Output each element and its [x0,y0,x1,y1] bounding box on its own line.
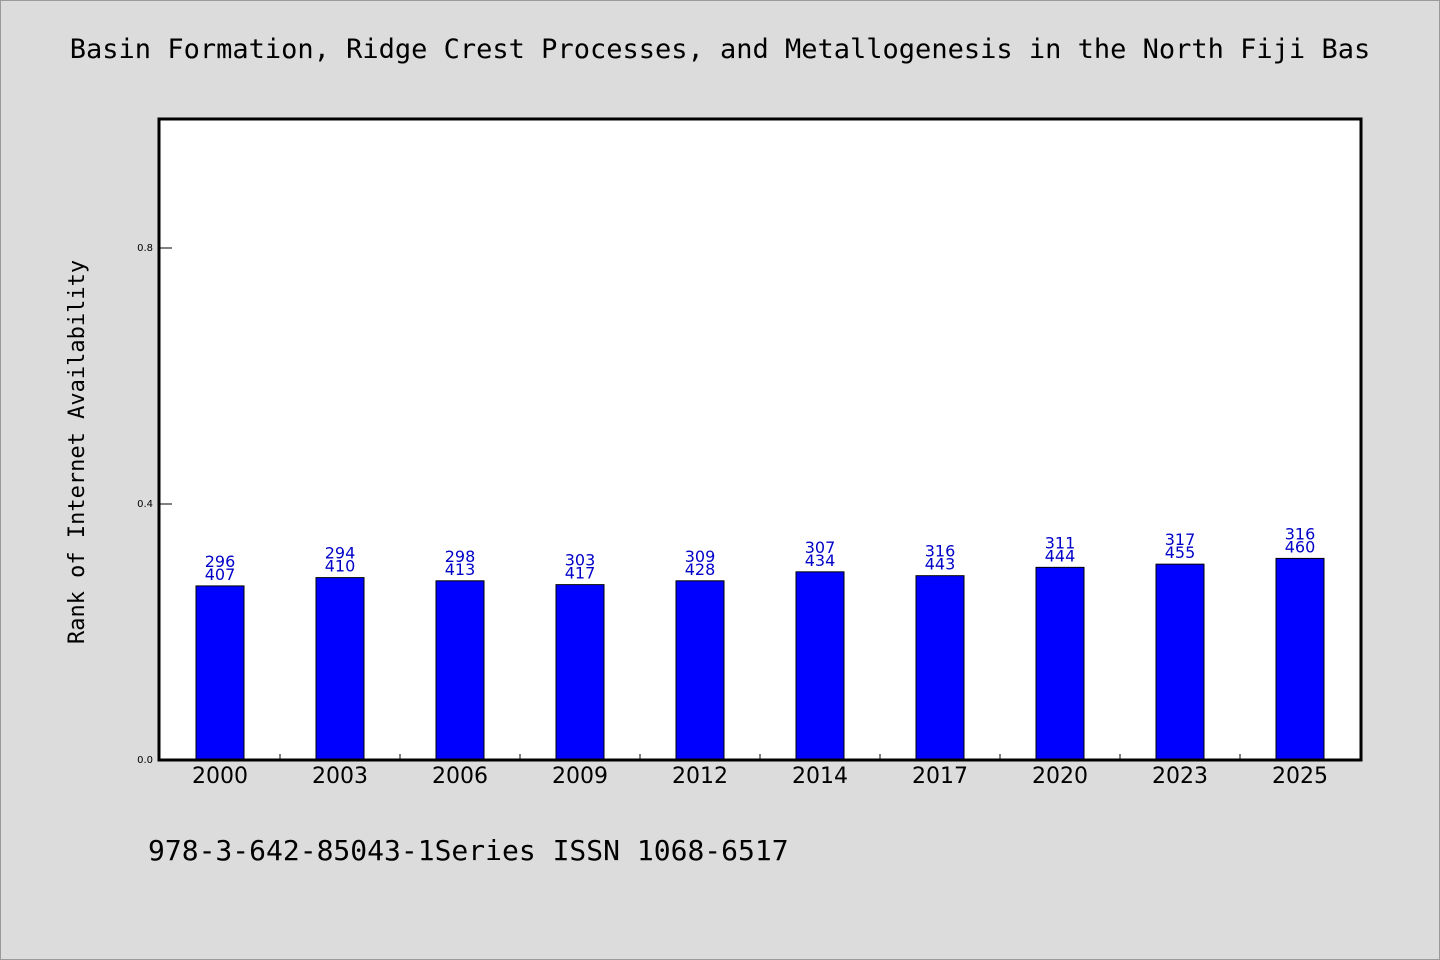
data-label-top-2023: 317 [1165,530,1196,549]
bar-2020 [1035,566,1085,761]
data-label-top-2025: 316 [1285,524,1316,543]
data-label-bottom-2003: 410 [325,557,356,576]
x-tick-label-2017: 2017 [912,764,968,789]
y-axis-label: Rank of Internet Availability [65,260,90,644]
data-label-bottom-2014: 434 [805,551,836,570]
bar-2009 [555,584,605,761]
data-label-bottom-2006: 413 [445,560,476,579]
data-label-bottom-2025: 460 [1285,537,1316,556]
x-tick-label-2006: 2006 [432,764,488,789]
bar-2025 [1275,557,1325,761]
ticks-layer: 2000 2003 2006 2009 2012 2014 2017 2020 2023 2025… [137,243,1328,789]
bar-2003 [315,577,365,761]
data-label-top-2020: 311 [1045,533,1076,552]
data-label-top-2017: 316 [925,542,956,561]
bar-2014 [795,571,845,761]
x-tick-label-2000: 2000 [192,764,248,789]
x-tick-label-2014: 2014 [792,764,848,789]
data-label-bottom-2023: 455 [1165,543,1196,562]
x-tick-label-2009: 2009 [552,764,608,789]
x-tick-label-2003: 2003 [312,764,368,789]
bar-2012 [675,580,725,761]
footer-isbn: 978-3-642-85043-1Series ISSN 1068-6517 [148,834,789,867]
data-label-top-2000: 296 [205,552,236,571]
y-tick-label-0.0: 0.0 [137,755,153,766]
x-tick-label-2020: 2020 [1032,764,1088,789]
data-label-top-2003: 294 [325,544,356,563]
y-tick-label-0.4: 0.4 [137,499,153,510]
data-label-bottom-2017: 443 [925,555,956,574]
data-label-bottom-2012: 428 [685,560,716,579]
bar-2006 [435,580,485,761]
x-tick-label-2012: 2012 [672,764,728,789]
bar-2023 [1155,563,1205,761]
data-label-bottom-2009: 417 [565,564,596,583]
bar-2000 [195,585,245,761]
data-label-top-2009: 303 [565,551,596,570]
x-tick-label-2025: 2025 [1272,764,1328,789]
plot-border [157,117,1363,762]
data-label-top-2014: 307 [805,538,836,557]
data-label-top-2006: 298 [445,547,476,566]
x-tick-label-2023: 2023 [1152,764,1208,789]
y-tick-label-0.8: 0.8 [137,243,153,254]
data-label-bottom-2020: 444 [1045,546,1076,565]
data-label-bottom-2000: 407 [205,565,236,584]
data-label-top-2012: 309 [685,547,716,566]
chart-title: Basin Formation, Ridge Crest Processes, … [69,34,1371,65]
bar-2017 [915,575,965,761]
